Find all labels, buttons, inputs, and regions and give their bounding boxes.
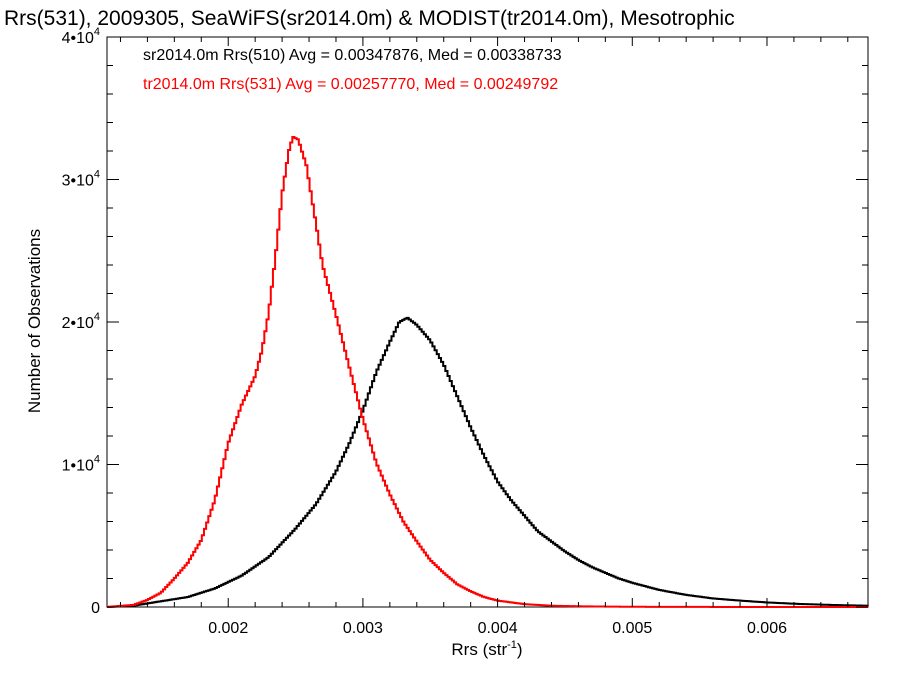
plot-area bbox=[106, 36, 869, 608]
axis-ticks: 0.002 0.003 0.004 0.005 0.00601•1042•1043•10… bbox=[62, 26, 868, 637]
y-tick-label-exponent: 4 bbox=[94, 169, 100, 181]
x-axis-label: Rrs (str-1) bbox=[451, 639, 522, 659]
y-tick-label-exponent: 4 bbox=[94, 311, 100, 323]
series-line-tr2014 bbox=[107, 136, 868, 608]
y-tick-label-base: 2•10 bbox=[62, 315, 94, 332]
y-axis-label-group: Number of Observations bbox=[25, 229, 44, 413]
x-tick-label: 0.002 bbox=[208, 620, 248, 637]
y-axis-label: Number of Observations bbox=[25, 229, 44, 413]
y-tick-label: 0 bbox=[91, 600, 100, 617]
y-tick-label-base: 3•10 bbox=[62, 173, 94, 190]
y-tick-label: 4•104 bbox=[62, 26, 100, 47]
series-line-sr2014 bbox=[107, 316, 869, 608]
plot-frame bbox=[106, 36, 869, 608]
y-tick-label: 2•104 bbox=[62, 311, 100, 332]
x-tick-label: 0.005 bbox=[612, 620, 652, 637]
legend-entry: sr2014.0m Rrs(510) Avg = 0.00347876, Med… bbox=[143, 47, 562, 64]
y-tick-label-base: 1•10 bbox=[62, 458, 94, 475]
y-tick-label-exponent: 4 bbox=[94, 26, 100, 38]
y-tick-label-base: 4•10 bbox=[62, 30, 94, 47]
y-tick-label: 1•104 bbox=[62, 454, 100, 475]
x-tick-label: 0.003 bbox=[343, 620, 383, 637]
y-tick-label-base: 0 bbox=[91, 600, 100, 617]
x-tick-label: 0.004 bbox=[478, 620, 518, 637]
x-tick-label: 0.006 bbox=[747, 620, 787, 637]
x-axis-label-superscript: -1 bbox=[507, 639, 517, 651]
legend: sr2014.0m Rrs(510) Avg = 0.00347876, Med… bbox=[143, 47, 562, 93]
y-tick-label-exponent: 4 bbox=[94, 454, 100, 466]
x-axis-label-main: Rrs (str bbox=[451, 640, 507, 659]
x-axis-label-end: ) bbox=[517, 640, 523, 659]
legend-entry: tr2014.0m Rrs(531) Avg = 0.00257770, Med… bbox=[143, 76, 558, 93]
chart-title: Rrs(531), 2009305, SeaWiFS(sr2014.0m) & … bbox=[4, 7, 735, 30]
y-tick-label: 3•104 bbox=[62, 169, 100, 190]
